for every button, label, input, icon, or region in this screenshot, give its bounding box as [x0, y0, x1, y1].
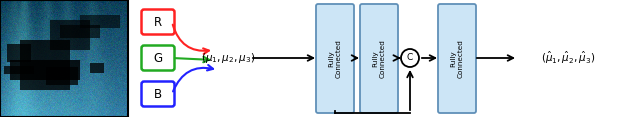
Bar: [0, 0, 128, 117]
Circle shape: [401, 49, 419, 67]
Text: $(\hat{\mu}_1, \hat{\mu}_2, \hat{\mu}_3)$: $(\hat{\mu}_1, \hat{\mu}_2, \hat{\mu}_3)…: [541, 50, 595, 66]
Text: B: B: [154, 88, 162, 101]
FancyBboxPatch shape: [141, 9, 175, 35]
Text: Fully
Connected: Fully Connected: [328, 39, 342, 78]
FancyBboxPatch shape: [360, 4, 398, 113]
FancyBboxPatch shape: [141, 82, 175, 106]
FancyBboxPatch shape: [316, 4, 354, 113]
Text: $(\mu_1, \mu_2, \mu_3)$: $(\mu_1, \mu_2, \mu_3)$: [201, 51, 255, 65]
Text: Fully
Connected: Fully Connected: [451, 39, 463, 78]
Text: C: C: [407, 53, 413, 62]
FancyBboxPatch shape: [141, 46, 175, 71]
Text: R: R: [154, 15, 162, 29]
Text: Fully
Connected: Fully Connected: [372, 39, 385, 78]
Text: G: G: [154, 51, 163, 64]
FancyBboxPatch shape: [438, 4, 476, 113]
